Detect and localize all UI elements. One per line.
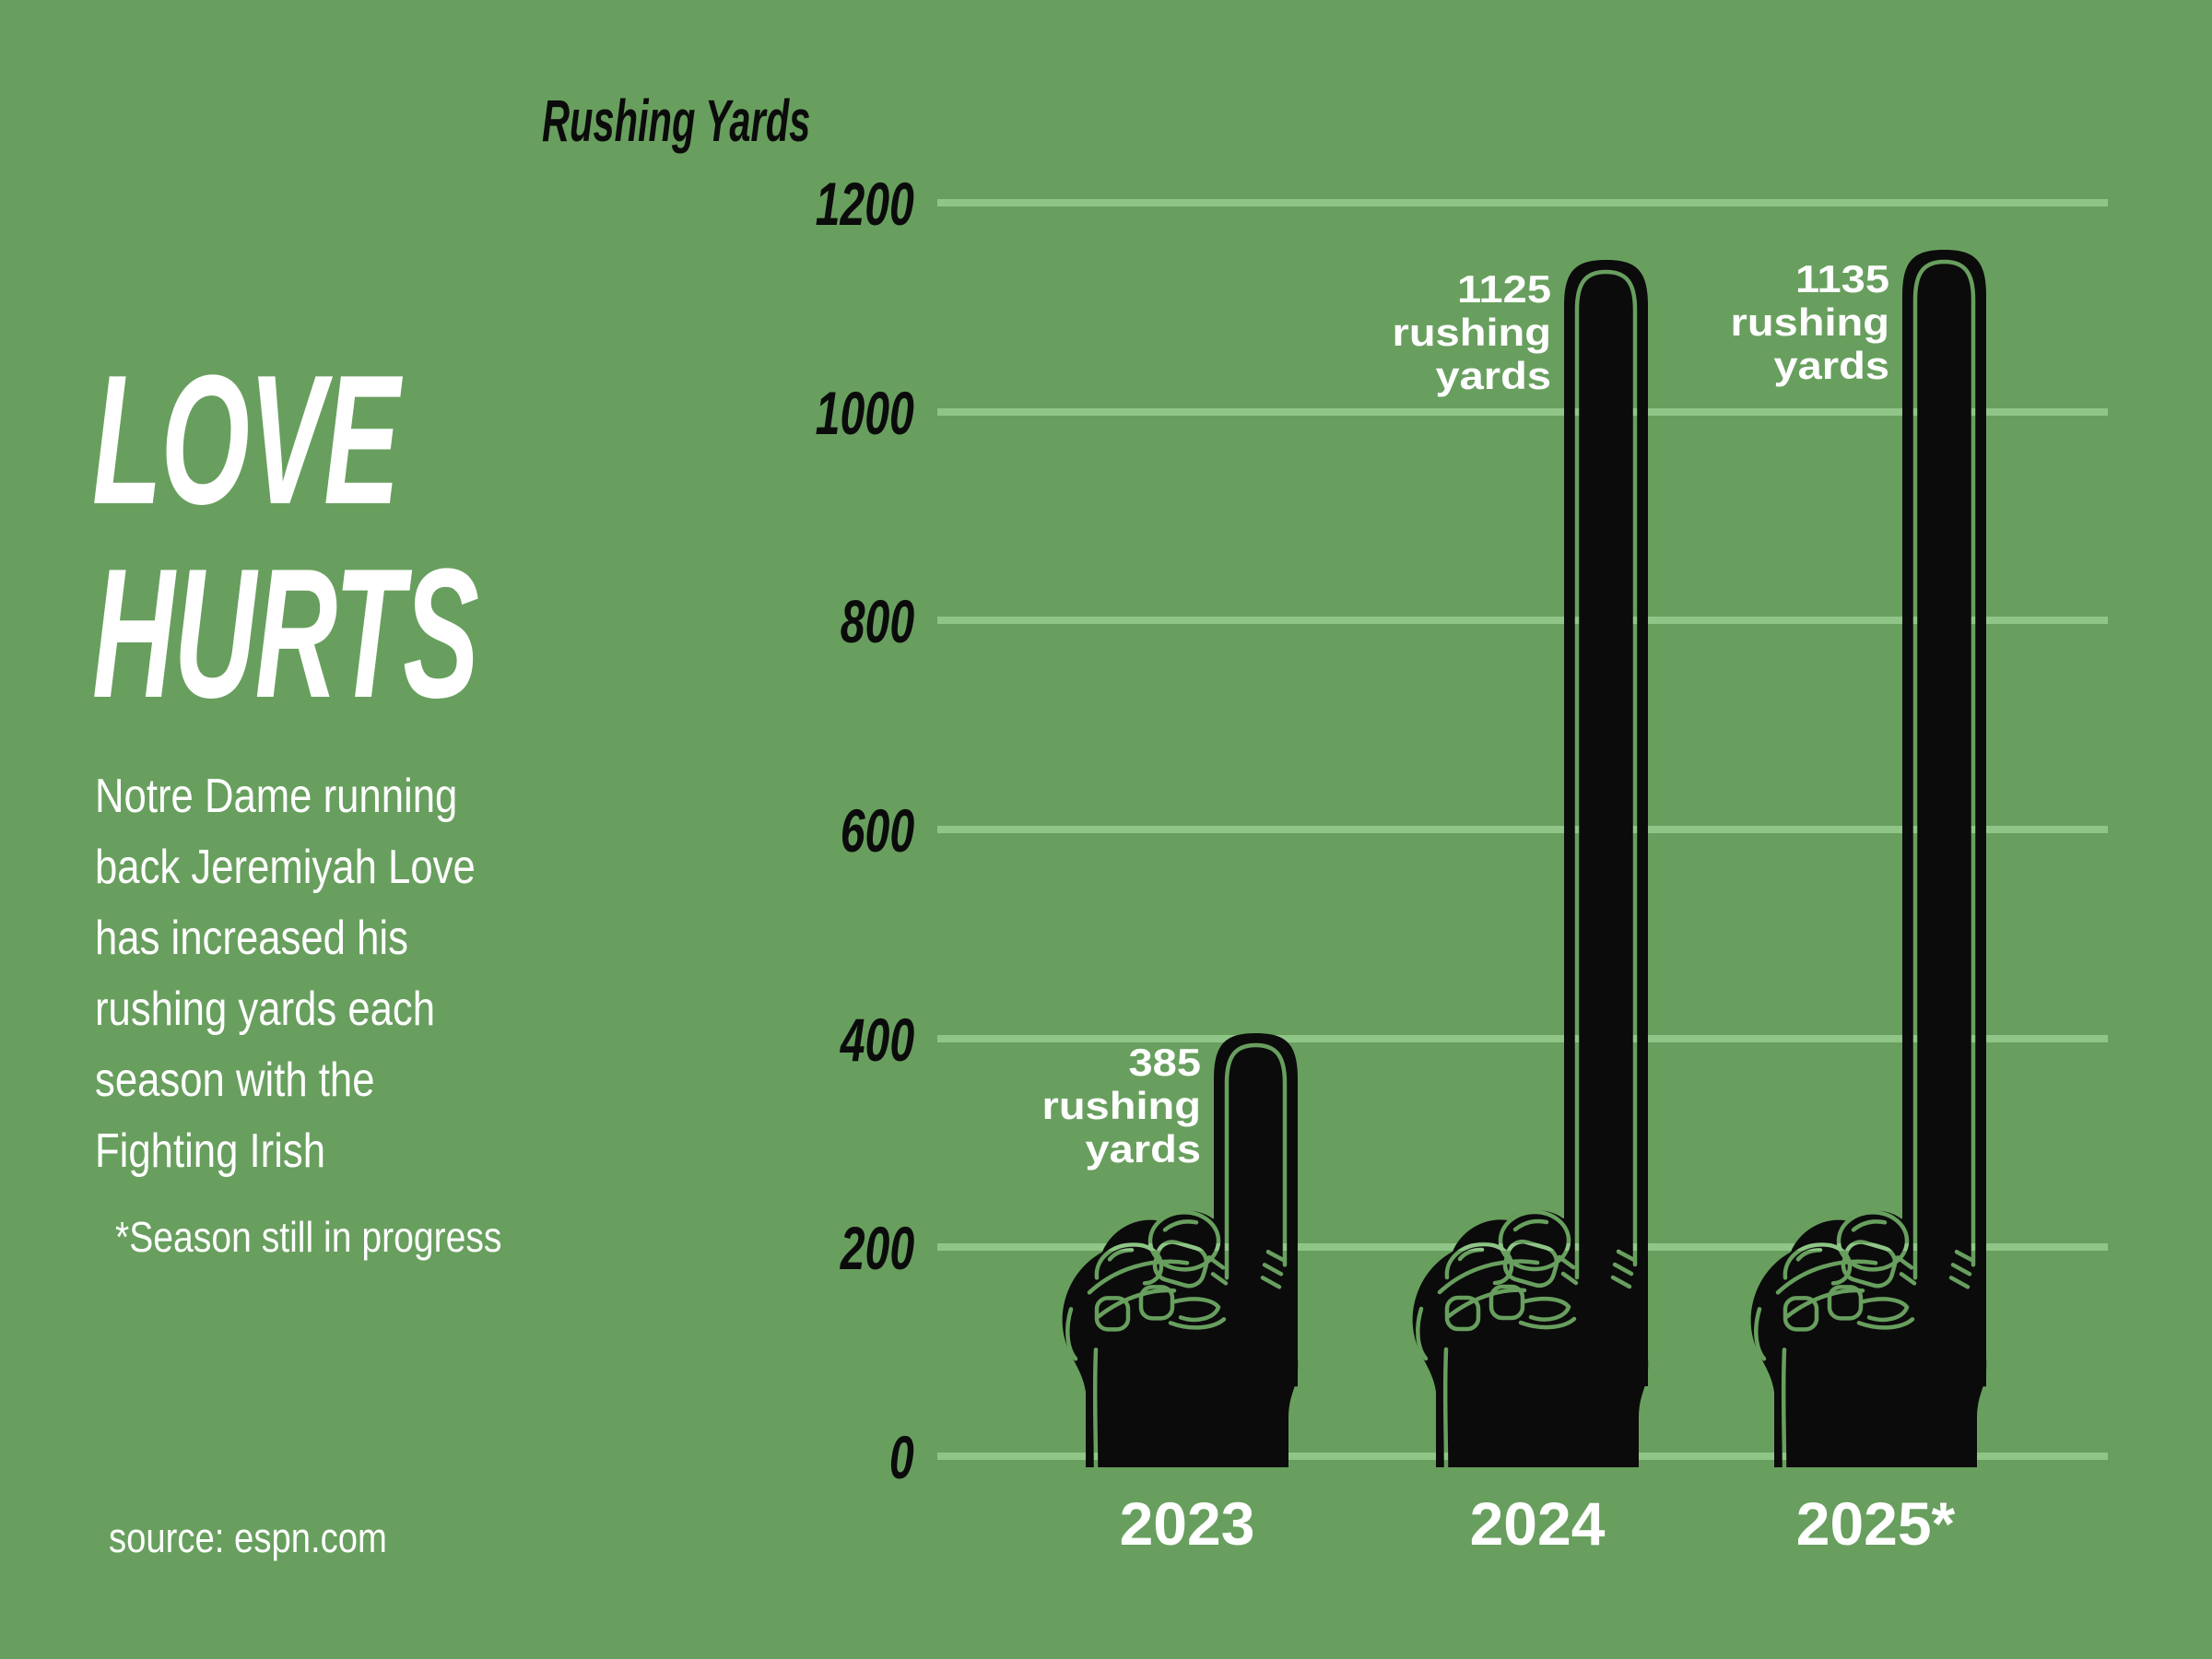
bar-value-label-2023: 385 rushing yards bbox=[1041, 1040, 1201, 1171]
description-line: back Jeremiyah Love bbox=[95, 841, 476, 894]
y-tick-label-1200: 1200 bbox=[815, 170, 914, 238]
bar-value-label-2025*: 1135 rushing yards bbox=[1730, 256, 1889, 387]
description-line: season with the bbox=[95, 1053, 375, 1107]
description-line: Fighting Irish bbox=[95, 1124, 326, 1178]
x-category-label-2024: 2024 bbox=[1469, 1489, 1606, 1558]
y-tick-label-400: 400 bbox=[840, 1005, 914, 1074]
foam-finger-hand-2025* bbox=[1747, 247, 1988, 1467]
y-tick-label-600: 600 bbox=[840, 796, 914, 865]
foam-finger-hand-2023 bbox=[1058, 1030, 1300, 1467]
bar-value-label-2024: 1125 rushing yards bbox=[1392, 267, 1551, 397]
footnote: *Season still in progress bbox=[115, 1213, 502, 1261]
headline-line-1: LOVE bbox=[92, 337, 400, 543]
y-tick-label-200: 200 bbox=[840, 1214, 914, 1283]
source-credit: source: espn.com bbox=[109, 1514, 387, 1561]
foam-finger-hand-2024 bbox=[1408, 258, 1650, 1467]
y-tick-label-800: 800 bbox=[840, 587, 914, 656]
description-line: rushing yards each bbox=[95, 982, 436, 1036]
gridline-1200 bbox=[937, 199, 2108, 206]
y-tick-label-0: 0 bbox=[889, 1423, 914, 1491]
description-line: Notre Dame running bbox=[95, 770, 458, 823]
y-tick-label-1000: 1000 bbox=[815, 378, 914, 447]
description-paragraph: Notre Dame running back Jeremiyah Love h… bbox=[95, 761, 476, 1187]
headline-line-2: HURTS bbox=[92, 531, 479, 736]
description-line: has increased his bbox=[95, 912, 408, 965]
x-category-label-2025*: 2025* bbox=[1795, 1489, 1956, 1558]
y-axis-title: Rushing Yards bbox=[542, 88, 811, 154]
x-category-label-2023: 2023 bbox=[1119, 1489, 1255, 1558]
